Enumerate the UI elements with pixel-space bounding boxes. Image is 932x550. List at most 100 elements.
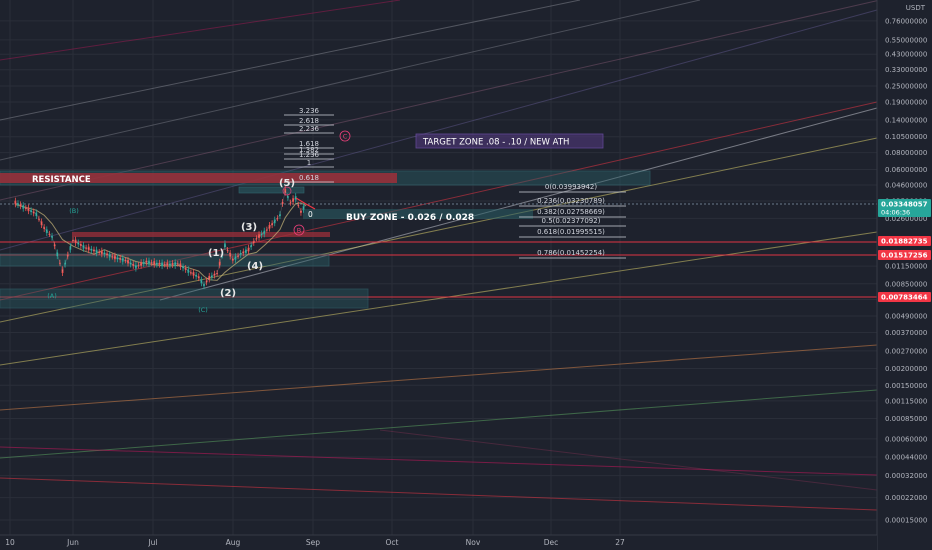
candle-body (79, 244, 82, 246)
time-tick-label: 27 (615, 538, 625, 547)
annotation-layer: RESISTANCE TARGET ZONE .08 - .10 / NEW AT… (32, 130, 604, 314)
candle-body (142, 262, 145, 264)
candle-body (279, 214, 281, 217)
candle-body (150, 262, 153, 264)
candle-body (300, 210, 302, 213)
buy-zone-label: BUY ZONE - 0.026 / 0.028 (346, 213, 474, 223)
candle-body (190, 272, 192, 274)
price-tick-label: 0.43000000 (885, 51, 927, 59)
candle-body (153, 261, 156, 265)
candle-body (210, 275, 213, 278)
candle-body (129, 262, 132, 265)
candle-body (51, 235, 53, 238)
candle-body (158, 262, 161, 265)
candle-body (95, 249, 98, 254)
wave-impulse-label: (1) (208, 248, 224, 259)
target-zone-box (415, 133, 604, 149)
price-tick-label: 0.76000000 (885, 17, 927, 25)
candle-body (93, 249, 95, 252)
price-tick-label: 0.33000000 (885, 66, 927, 74)
price-tick-label: 0.00015000 (885, 517, 927, 525)
candle-body (174, 262, 177, 266)
candle-body (163, 264, 166, 266)
candle-body (260, 233, 263, 236)
candle-body (90, 248, 93, 251)
price-tag-value: 0.03348057 (881, 201, 928, 209)
trend-line (0, 477, 878, 511)
candle-body (237, 255, 239, 257)
price-tag (878, 250, 931, 260)
candle-body (218, 261, 221, 266)
zones-layer (0, 170, 651, 309)
trend-line (0, 389, 878, 459)
wave-abc-label: (C) (198, 306, 208, 314)
time-axis-bg (0, 535, 877, 550)
fib-lower-label: 0.786(0.01452254) (537, 249, 605, 257)
candle-body (121, 258, 124, 262)
fib-lower-label: 0.5(0.02377092) (542, 217, 601, 225)
trend-line (0, 344, 878, 411)
candle-body (171, 263, 174, 265)
trend-line (0, 0, 581, 121)
price-tick-label: 0.14000000 (885, 116, 927, 124)
candle-body (43, 227, 46, 229)
candle-body (184, 268, 187, 270)
candle-body (14, 200, 17, 205)
candle-body (148, 260, 150, 265)
time-tick-label: Aug (226, 538, 241, 547)
candle-body (250, 245, 253, 247)
candle-body (221, 253, 224, 256)
candle-body (286, 196, 289, 198)
trend-line (0, 0, 701, 161)
candle-body (77, 242, 80, 245)
candle-body (265, 229, 268, 231)
trend-line (379, 429, 878, 491)
candle-body (245, 249, 247, 254)
candle-body (234, 256, 237, 260)
candle-body (119, 257, 122, 260)
candle-body (134, 265, 137, 269)
fib-lower-label: 0.382(0.02758669) (537, 208, 605, 216)
wave-impulse-label: (4) (247, 261, 263, 272)
candle-body (116, 257, 119, 260)
low-zone (0, 288, 369, 309)
target-zone-label: TARGET ZONE .08 - .10 / NEW ATH (422, 138, 569, 148)
candle-body (38, 218, 40, 220)
price-tick-label: 0.00200000 (885, 365, 927, 373)
resistance-label: RESISTANCE (32, 175, 91, 185)
fib-upper-label: 1.382 (299, 146, 319, 154)
candle-body (48, 233, 51, 235)
price-tick-label: 0.06000000 (885, 166, 927, 174)
fib-lower-label: 0.236(0.03230789) (537, 197, 605, 205)
price-tick-label: 0.00032000 (885, 472, 927, 480)
candle-body (247, 247, 250, 252)
candle-body (145, 260, 148, 263)
candle-body (205, 280, 208, 283)
candle-body (106, 253, 108, 256)
zero-label: 0 (308, 210, 313, 219)
candle-body (40, 221, 43, 226)
candle-body (224, 243, 226, 247)
fib-upper-label: 2.236 (299, 125, 320, 133)
candle-body (255, 238, 258, 240)
price-tick-label: 0.00115000 (885, 397, 927, 405)
fib-lower-label: 0.618(0.01995515) (537, 228, 605, 236)
candle-body (268, 224, 271, 229)
candle-body (239, 252, 242, 255)
candle-body (19, 204, 22, 207)
trend-line (0, 446, 878, 476)
time-tick-label: Nov (466, 538, 481, 547)
candle-body (111, 256, 114, 258)
candle-body (229, 252, 232, 257)
buy-zone (303, 209, 533, 219)
wave-c-label: C (343, 133, 348, 141)
price-tick-label: 0.00150000 (885, 382, 927, 390)
candle-body (263, 230, 266, 235)
price-tick-label: 0.00044000 (885, 454, 927, 462)
price-tag-value: 0.01882735 (881, 238, 928, 246)
candle-body (85, 247, 87, 249)
candle-body (66, 254, 69, 257)
candle-body (276, 218, 279, 220)
